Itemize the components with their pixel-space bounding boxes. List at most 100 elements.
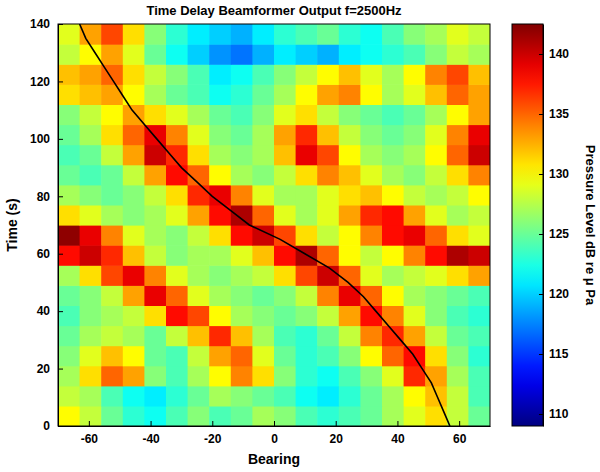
heat-cell [80, 84, 102, 105]
heat-cell [252, 346, 274, 367]
heat-cell [274, 205, 296, 226]
heat-cell [274, 165, 296, 186]
heat-cell [339, 285, 361, 306]
colorbar-axis: 110115120125130135140 [539, 25, 569, 427]
heat-cell [188, 185, 210, 206]
heat-cell [404, 145, 426, 166]
tick-mark [336, 421, 337, 426]
heat-cell [468, 205, 490, 226]
heat-cell [80, 104, 102, 125]
heat-cell [80, 285, 102, 306]
heat-cell [188, 84, 210, 105]
tick-label: 140 [30, 17, 50, 31]
heat-cell [468, 64, 490, 85]
heat-cell [231, 145, 253, 166]
y-axis: 020406080100120140 [30, 17, 63, 433]
heat-cell [166, 366, 188, 387]
heat-cell [404, 285, 426, 306]
heat-cell [144, 346, 166, 367]
heat-cell [296, 125, 318, 146]
heat-cell [231, 165, 253, 186]
heat-cell [296, 205, 318, 226]
heat-cell [123, 285, 145, 306]
heat-cell [360, 104, 382, 125]
heat-cell [382, 285, 404, 306]
heat-cell [274, 125, 296, 146]
heat-cell [425, 125, 447, 146]
heat-cell [360, 346, 382, 367]
heat-cell [123, 245, 145, 266]
heat-cell [231, 64, 253, 85]
heat-cell [447, 64, 469, 85]
heat-cell [296, 305, 318, 326]
heat-cell [101, 406, 123, 426]
heat-cell [101, 125, 123, 146]
heat-cell [339, 44, 361, 65]
heat-cell [468, 346, 490, 367]
heat-cell [188, 366, 210, 387]
heat-cell [58, 185, 80, 206]
colorbar [512, 24, 543, 426]
tick-mark [212, 421, 213, 426]
heat-cell [58, 64, 80, 85]
heat-cell [231, 285, 253, 306]
heat-cell [80, 225, 102, 246]
heat-cell [447, 44, 469, 65]
heat-cell [360, 24, 382, 45]
heat-cell [447, 165, 469, 186]
heat-cell [80, 366, 102, 387]
heat-cell [144, 285, 166, 306]
heat-cell [166, 125, 188, 146]
heat-cell [382, 265, 404, 286]
heat-cell [360, 165, 382, 186]
tick-mark [539, 114, 543, 115]
heat-cell [252, 205, 274, 226]
tick-mark [58, 254, 63, 255]
heat-cell [468, 24, 490, 45]
heat-cell [252, 84, 274, 105]
heat-cell [252, 406, 274, 426]
heat-cell [447, 305, 469, 326]
heat-cell [231, 245, 253, 266]
heat-cell [209, 125, 231, 146]
tick-label: 125 [549, 227, 569, 241]
heat-cell [231, 125, 253, 146]
heat-cell [360, 185, 382, 206]
heat-cell [209, 406, 231, 426]
heat-cell [274, 285, 296, 306]
heat-cell [58, 366, 80, 387]
heat-cell [209, 84, 231, 105]
tick-mark [89, 421, 90, 426]
heat-cell [317, 104, 339, 125]
heat-cell [468, 165, 490, 186]
heat-cell [382, 205, 404, 226]
heat-cell [123, 366, 145, 387]
heat-cell [188, 225, 210, 246]
heat-cell [166, 386, 188, 407]
tick: 110 [539, 407, 569, 421]
heat-cell [231, 104, 253, 125]
tick-label: 0 [271, 432, 278, 446]
heat-cell [468, 104, 490, 125]
heat-cell [101, 305, 123, 326]
heat-cell [274, 386, 296, 407]
heat-cell [296, 366, 318, 387]
heat-cell [58, 205, 80, 226]
tick-label: 40 [37, 304, 51, 318]
heat-cell [80, 305, 102, 326]
tick-label: 20 [37, 362, 51, 376]
heat-cell [58, 265, 80, 286]
heat-cell [360, 84, 382, 105]
heat-cell [166, 285, 188, 306]
heat-cell [296, 44, 318, 65]
heat-cell [123, 265, 145, 286]
tick: 20 [330, 421, 344, 446]
heat-cell [166, 265, 188, 286]
heat-cell [80, 326, 102, 347]
heat-cell [274, 44, 296, 65]
heat-cell [339, 225, 361, 246]
heat-cell [382, 245, 404, 266]
heat-cell [80, 185, 102, 206]
heat-cell [209, 225, 231, 246]
heat-cell [468, 245, 490, 266]
